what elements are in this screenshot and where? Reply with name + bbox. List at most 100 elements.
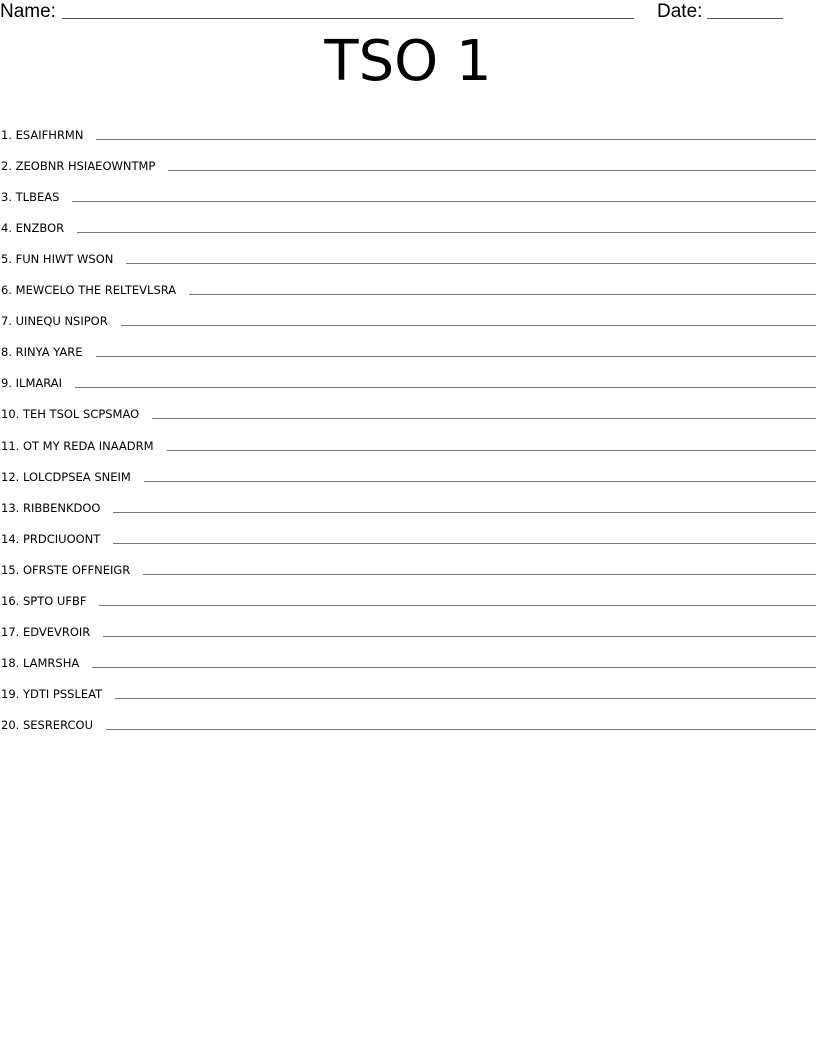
list-item: 12. LOLCDPSEA SNEIM [0, 454, 816, 485]
item-number: 4. [1, 221, 12, 236]
item-number: 16. [1, 593, 20, 608]
worksheet-header: Name: Date: [0, 0, 816, 26]
answer-line[interactable] [143, 573, 816, 575]
list-item: 10. TEH TSOL SCPSMAO [0, 391, 816, 422]
answer-line[interactable] [103, 635, 816, 637]
item-number: 18. [1, 655, 20, 670]
scrambled-word: MEWCELO THE RELTEVLSRA [15, 283, 177, 298]
list-item: 15. OFRSTE OFFNEIGR [0, 547, 816, 578]
scramble-label: 4. ENZBOR [0, 221, 64, 236]
date-field[interactable] [707, 18, 783, 19]
item-number: 5. [1, 252, 12, 267]
scramble-label: 6. MEWCELO THE RELTEVLSRA [0, 283, 176, 298]
scramble-label: 16. SPTO UFBF [0, 594, 86, 609]
list-item: 11. OT MY REDA INAADRM [0, 422, 816, 453]
list-item: 17. EDVEVROIR [0, 609, 816, 640]
answer-line[interactable] [152, 418, 816, 420]
scrambled-word: OT MY REDA INAADRM [22, 438, 154, 453]
scramble-label: 12. LOLCDPSEA SNEIM [0, 470, 131, 485]
item-number: 11. [1, 438, 20, 453]
answer-line[interactable] [113, 511, 816, 513]
word-scramble-list: 1. ESAIFHRMN 2. ZEOBNR HSIAEOWNTMP 3. TLBE… [0, 112, 816, 733]
answer-line[interactable] [189, 294, 816, 296]
list-item: 4. ENZBOR [0, 205, 816, 236]
answer-line[interactable] [126, 263, 816, 265]
answer-line[interactable] [72, 201, 816, 203]
item-number: 20. [1, 717, 20, 732]
date-label: Date: [657, 1, 703, 22]
scramble-label: 10. TEH TSOL SCPSMAO [0, 407, 139, 422]
item-number: 9. [1, 376, 12, 391]
scramble-label: 20. SESRERCOU [0, 718, 93, 733]
answer-line[interactable] [92, 666, 816, 668]
item-number: 19. [1, 686, 20, 701]
list-item: 2. ZEOBNR HSIAEOWNTMP [0, 143, 816, 174]
scrambled-word: LOLCDPSEA SNEIM [22, 469, 131, 484]
item-number: 3. [1, 190, 12, 205]
scramble-label: 18. LAMRSHA [0, 656, 79, 671]
list-item: 19. YDTI PSSLEAT [0, 671, 816, 702]
name-field[interactable] [62, 18, 634, 19]
answer-line[interactable] [143, 480, 816, 482]
item-number: 10. [1, 407, 20, 422]
scrambled-word: ILMARAI [15, 376, 63, 391]
answer-line[interactable] [106, 728, 816, 730]
scrambled-word: PRDCIUOONT [22, 531, 101, 546]
item-number: 7. [1, 314, 12, 329]
item-number: 17. [1, 624, 20, 639]
scrambled-word: TLBEAS [15, 190, 60, 205]
scramble-label: 14. PRDCIUOONT [0, 532, 100, 547]
scrambled-word: ZEOBNR HSIAEOWNTMP [15, 159, 156, 174]
scramble-label: 5. FUN HIWT WSON [0, 252, 113, 267]
answer-line[interactable] [75, 387, 816, 389]
scrambled-word: EDVEVROIR [22, 624, 91, 639]
scramble-label: 11. OT MY REDA INAADRM [0, 439, 154, 454]
scrambled-word: UINEQU NSIPOR [15, 314, 108, 329]
scrambled-word: ESAIFHRMN [15, 128, 84, 143]
scramble-label: 3. TLBEAS [0, 190, 59, 205]
item-number: 1. [1, 128, 12, 143]
scrambled-word: OFRSTE OFFNEIGR [22, 562, 131, 577]
scramble-label: 17. EDVEVROIR [0, 625, 90, 640]
answer-line[interactable] [166, 449, 816, 451]
item-number: 15. [1, 562, 20, 577]
scrambled-word: RIBBENKDOO [22, 500, 101, 515]
item-number: 8. [1, 345, 12, 360]
scrambled-word: SESRERCOU [22, 717, 93, 732]
scramble-label: 8. RINYA YARE [0, 345, 83, 360]
list-item: 18. LAMRSHA [0, 640, 816, 671]
scrambled-word: SPTO UFBF [22, 593, 87, 608]
list-item: 3. TLBEAS [0, 174, 816, 205]
answer-line[interactable] [77, 232, 816, 234]
scrambled-word: RINYA YARE [15, 345, 83, 360]
scramble-label: 7. UINEQU NSIPOR [0, 314, 108, 329]
scrambled-word: FUN HIWT WSON [15, 252, 114, 267]
scramble-label: 13. RIBBENKDOO [0, 501, 100, 516]
scrambled-word: YDTI PSSLEAT [22, 686, 103, 701]
answer-line[interactable] [113, 542, 816, 544]
item-number: 14. [1, 531, 20, 546]
scrambled-word: TEH TSOL SCPSMAO [22, 407, 140, 422]
scramble-label: 19. YDTI PSSLEAT [0, 687, 102, 702]
item-number: 2. [1, 159, 12, 174]
answer-line[interactable] [96, 139, 816, 141]
list-item: 13. RIBBENKDOO [0, 485, 816, 516]
scramble-label: 1. ESAIFHRMN [0, 128, 83, 143]
list-item: 20. SESRERCOU [0, 702, 816, 733]
name-label: Name: [0, 1, 56, 22]
item-number: 6. [1, 283, 12, 298]
scramble-label: 2. ZEOBNR HSIAEOWNTMP [0, 159, 155, 174]
list-item: 8. RINYA YARE [0, 329, 816, 360]
answer-line[interactable] [115, 697, 816, 699]
scrambled-word: ENZBOR [15, 221, 65, 236]
answer-line[interactable] [95, 356, 816, 358]
scramble-label: 9. ILMARAI [0, 376, 62, 391]
scrambled-word: LAMRSHA [22, 655, 80, 670]
answer-line[interactable] [99, 604, 816, 606]
answer-line[interactable] [120, 325, 816, 327]
item-number: 13. [1, 500, 20, 515]
list-item: 9. ILMARAI [0, 360, 816, 391]
page-title: TSO 1 [324, 29, 492, 94]
answer-line[interactable] [168, 170, 816, 172]
item-number: 12. [1, 469, 20, 484]
